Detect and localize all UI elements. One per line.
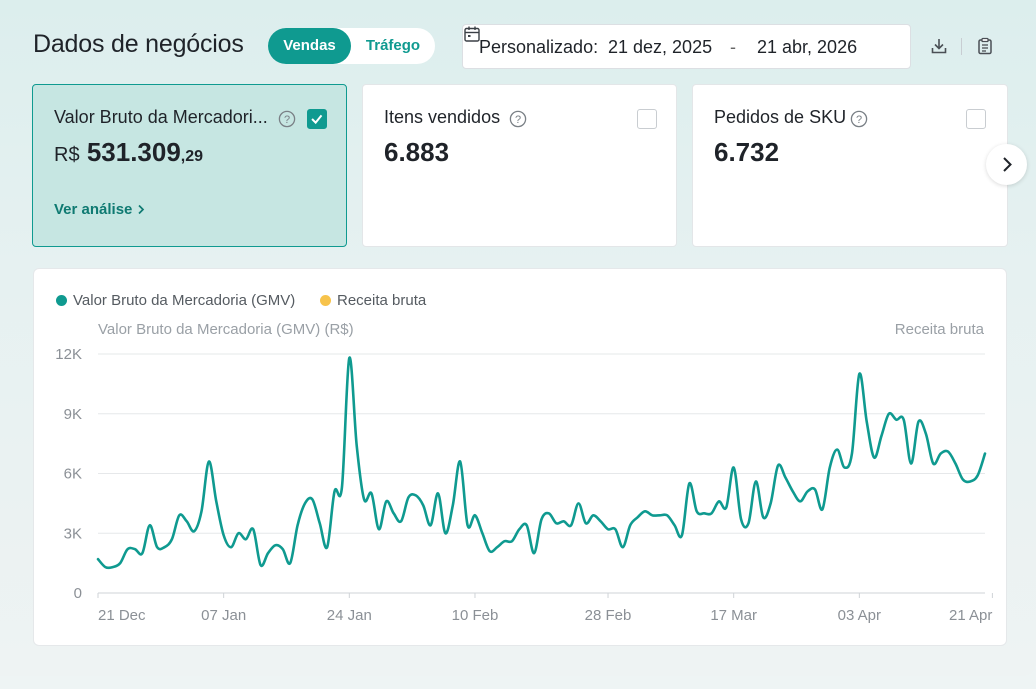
metric-checkbox[interactable] bbox=[966, 109, 986, 129]
x-tick-label: 17 Mar bbox=[710, 607, 757, 624]
page-title: Dados de negócios bbox=[33, 30, 244, 58]
gmv-series-line bbox=[96, 356, 987, 570]
view-analysis-label: Ver análise bbox=[54, 201, 133, 218]
clipboard-icon[interactable] bbox=[976, 37, 994, 55]
chevron-right-icon bbox=[1003, 157, 1012, 172]
left-axis-title: Valor Bruto da Mercadoria (GMV) (R$) bbox=[98, 321, 354, 338]
end-date[interactable]: 21 abr, 2026 bbox=[757, 37, 858, 57]
value-cents: ,29 bbox=[180, 148, 204, 165]
svg-text:?: ? bbox=[856, 114, 862, 126]
x-tick-label: 10 Feb bbox=[452, 607, 499, 624]
y-tick-label: 6K bbox=[64, 466, 82, 483]
svg-text:?: ? bbox=[284, 114, 290, 126]
legend-dot bbox=[320, 295, 331, 306]
right-axis-title: Receita bruta bbox=[894, 321, 984, 338]
metric-checkbox[interactable] bbox=[307, 109, 327, 129]
metric-value: 6.883 bbox=[384, 137, 450, 167]
metric-title: Pedidos de SKU bbox=[714, 107, 847, 127]
download-icon[interactable] bbox=[930, 37, 948, 55]
x-tick-label: 21 Apr bbox=[949, 607, 992, 624]
x-tick-label: 21 Dec bbox=[98, 607, 146, 624]
help-icon[interactable]: ? bbox=[509, 110, 527, 128]
help-icon[interactable]: ? bbox=[850, 110, 868, 128]
view-analysis-link[interactable]: Ver análise bbox=[54, 201, 145, 218]
calendar-icon[interactable] bbox=[463, 25, 481, 43]
currency-symbol: R$ bbox=[54, 144, 80, 166]
legend-label: Receita bruta bbox=[337, 292, 427, 309]
help-icon[interactable]: ? bbox=[278, 110, 296, 128]
toolbar-divider bbox=[961, 38, 962, 55]
tab-vendas[interactable]: Vendas bbox=[268, 28, 351, 64]
view-toggle: Vendas Tráfego bbox=[268, 28, 435, 64]
value-integer: 531.309 bbox=[86, 137, 181, 167]
y-tick-label: 12K bbox=[55, 346, 82, 363]
metric-value: 6.732 bbox=[714, 137, 780, 167]
x-tick-label: 28 Feb bbox=[585, 607, 632, 624]
date-range-label: Personalizado: bbox=[479, 37, 599, 57]
y-tick-label: 3K bbox=[64, 525, 82, 542]
x-tick-label: 07 Jan bbox=[201, 607, 246, 624]
date-separator: - bbox=[730, 37, 736, 57]
metric-checkbox[interactable] bbox=[637, 109, 657, 129]
legend-dot bbox=[56, 295, 67, 306]
next-cards-button[interactable] bbox=[986, 144, 1027, 185]
metric-card-sku-orders[interactable]: Pedidos de SKU ? 6.732 bbox=[692, 84, 1008, 247]
tab-trafego[interactable]: Tráfego bbox=[365, 37, 421, 54]
x-tick-label: 24 Jan bbox=[327, 607, 372, 624]
y-tick-label: 9K bbox=[64, 406, 82, 423]
metric-card-gmv[interactable]: Valor Bruto da Mercadori... ? R$ 531.309… bbox=[32, 84, 347, 247]
legend-item-gross-revenue[interactable]: Receita bruta bbox=[320, 292, 426, 309]
metric-title: Valor Bruto da Mercadori... bbox=[54, 107, 268, 127]
legend-item-gmv[interactable]: Valor Bruto da Mercadoria (GMV) bbox=[56, 292, 295, 309]
y-tick-label: 0 bbox=[74, 585, 82, 602]
x-tick-label: 03 Apr bbox=[838, 607, 881, 624]
legend-label: Valor Bruto da Mercadoria (GMV) bbox=[73, 292, 296, 309]
svg-text:?: ? bbox=[515, 114, 521, 126]
metric-title: Itens vendidos bbox=[384, 107, 501, 127]
start-date[interactable]: 21 dez, 2025 bbox=[608, 37, 713, 57]
metric-value: R$ 531.309,29 bbox=[54, 137, 203, 168]
chevron-right-icon bbox=[137, 204, 144, 215]
metric-card-items-sold[interactable]: Itens vendidos ? 6.883 bbox=[362, 84, 677, 247]
check-icon bbox=[311, 114, 323, 125]
date-range-picker[interactable]: Personalizado: 21 dez, 2025 - 21 abr, 20… bbox=[462, 24, 911, 69]
gmv-line-chart[interactable]: 0 3K 6K 9K 12K 21 Dec 07 Jan 24 Jan 10 Feb 28 Feb… bbox=[34, 269, 1008, 647]
trend-chart-card: Valor Bruto da Mercadoria (GMV) Receita … bbox=[33, 268, 1007, 646]
